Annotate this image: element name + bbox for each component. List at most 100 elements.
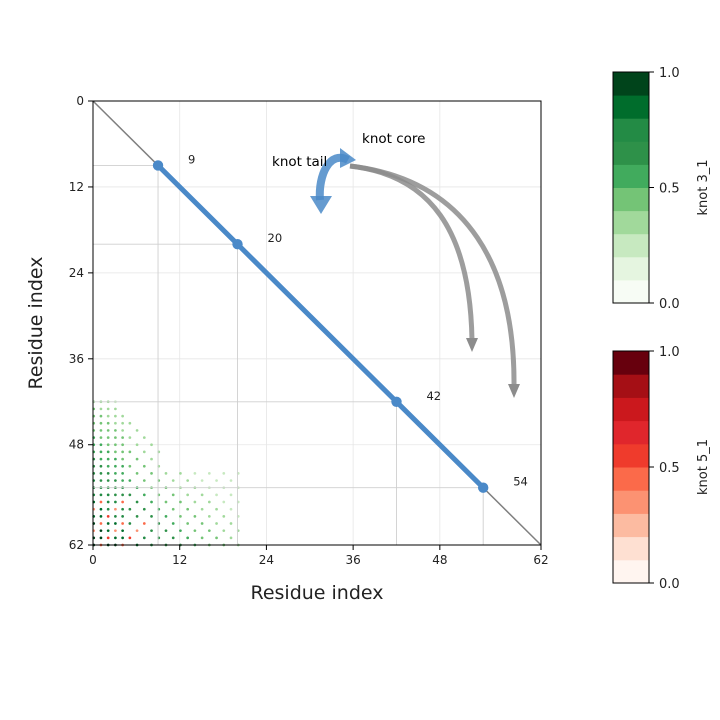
heatmap-dot [114,464,117,468]
heatmap-dot [106,472,110,475]
y-tick-label: 36 [69,352,84,366]
colorbar-segment [613,72,649,96]
heatmap-dot [121,414,124,418]
heatmap-dot [200,522,204,525]
heatmap-dot [121,529,124,533]
heatmap-dot [135,529,139,533]
heatmap-dot [106,507,110,511]
colorbar-tick-label: 1.0 [659,345,680,360]
heatmap-dot [229,522,233,525]
heatmap-dot [99,479,103,482]
heatmap-dot [114,429,117,432]
heatmap-dot [121,472,124,475]
heatmap-dot [114,436,117,439]
heatmap-dot [215,507,218,511]
heatmap-dot [135,500,139,504]
heatmap-dot [179,500,182,504]
colorbar-segment [613,513,649,538]
heatmap-dot [207,472,211,475]
colorbar-segment [613,164,649,188]
heatmap-dot [171,479,175,482]
heatmap-dot [186,536,190,540]
heatmap-dot [150,529,153,533]
heatmap-dot [222,500,226,504]
heatmap-dot [114,421,117,425]
heatmap-dot [128,536,132,540]
heatmap-dot [215,536,218,540]
heatmap-dot [106,429,110,432]
heatmap-dot [128,522,132,525]
y-axis-label: Residue index [25,256,47,389]
heatmap-dot [186,479,190,482]
heatmap-dot [142,436,146,439]
heatmap-dot [121,522,124,525]
highlight-point [477,482,489,493]
blue-arrow-head [310,196,332,214]
heatmap-dot [207,529,211,533]
heatmap-dot [229,536,233,540]
heatmap-dot [179,529,182,533]
highlight-point-label: 9 [188,152,195,166]
heatmap-dot [99,443,103,447]
x-axis-label: Residue index [250,582,383,604]
heatmap-dot [215,522,218,525]
heatmap-dot [99,464,103,468]
heatmap-dot [150,500,153,504]
heatmap-dot [179,515,182,518]
colorbar-segment [613,187,649,212]
heatmap-dot [200,479,204,482]
heatmap-dot [99,407,103,411]
heatmap-dot [142,507,146,511]
heatmap-dot [128,421,132,425]
gray-arrow-head [466,338,478,352]
colorbar-segment [613,374,649,398]
heatmap-dot [106,450,110,454]
heatmap-dot [99,457,103,461]
heatmap-dot [121,507,124,511]
heatmap-dot [142,450,146,454]
colorbar-1: 1.0 0.5 0.0 knot 3_1 [612,66,711,312]
heatmap-dot [114,536,117,540]
heatmap-dot [106,515,110,518]
heatmap-dot [200,507,204,511]
colorbar-segment [613,559,649,584]
y-tick-label: 48 [69,438,84,452]
heatmap-dot [215,493,218,497]
heatmap-dot [99,536,103,540]
heatmap-dot [179,472,182,475]
heatmap-dot [200,536,204,540]
colorbar-segment [613,467,649,491]
heatmap-dot [164,500,168,504]
heatmap-dot [106,436,110,439]
heatmap-dot [114,472,117,475]
heatmap-dot [150,515,153,518]
heatmap-dot [114,414,117,418]
blue-arrow-tail [340,148,356,168]
y-tick-label: 62 [69,538,84,552]
heatmap-dot [106,479,110,482]
heatmap-dot [193,472,197,475]
heatmap-dot [121,450,124,454]
heatmap-dot [135,457,139,461]
x-tick-label: 24 [259,553,274,567]
heatmap-dot [99,529,103,533]
heatmap-dot [121,443,124,447]
gray-arrow-shaft [349,163,517,387]
heatmap-dot [142,493,146,497]
highlight-point [152,160,164,171]
heatmap-dot [114,407,117,411]
colorbar-segment [613,536,649,561]
highlight-point-label: 42 [426,389,441,403]
colorbar-tick-label: 0.5 [659,461,680,476]
heatmap-dot [99,500,103,504]
heatmap-dot [121,479,124,482]
heatmap-dot [106,407,110,411]
heatmap-dot [99,507,103,511]
heatmap-dot [135,515,139,518]
heatmap-dot [106,522,110,525]
heatmap-dot [106,414,110,418]
heatmap-dot [114,443,117,447]
heatmap-dot [222,529,226,533]
heatmap-dot [114,479,117,482]
